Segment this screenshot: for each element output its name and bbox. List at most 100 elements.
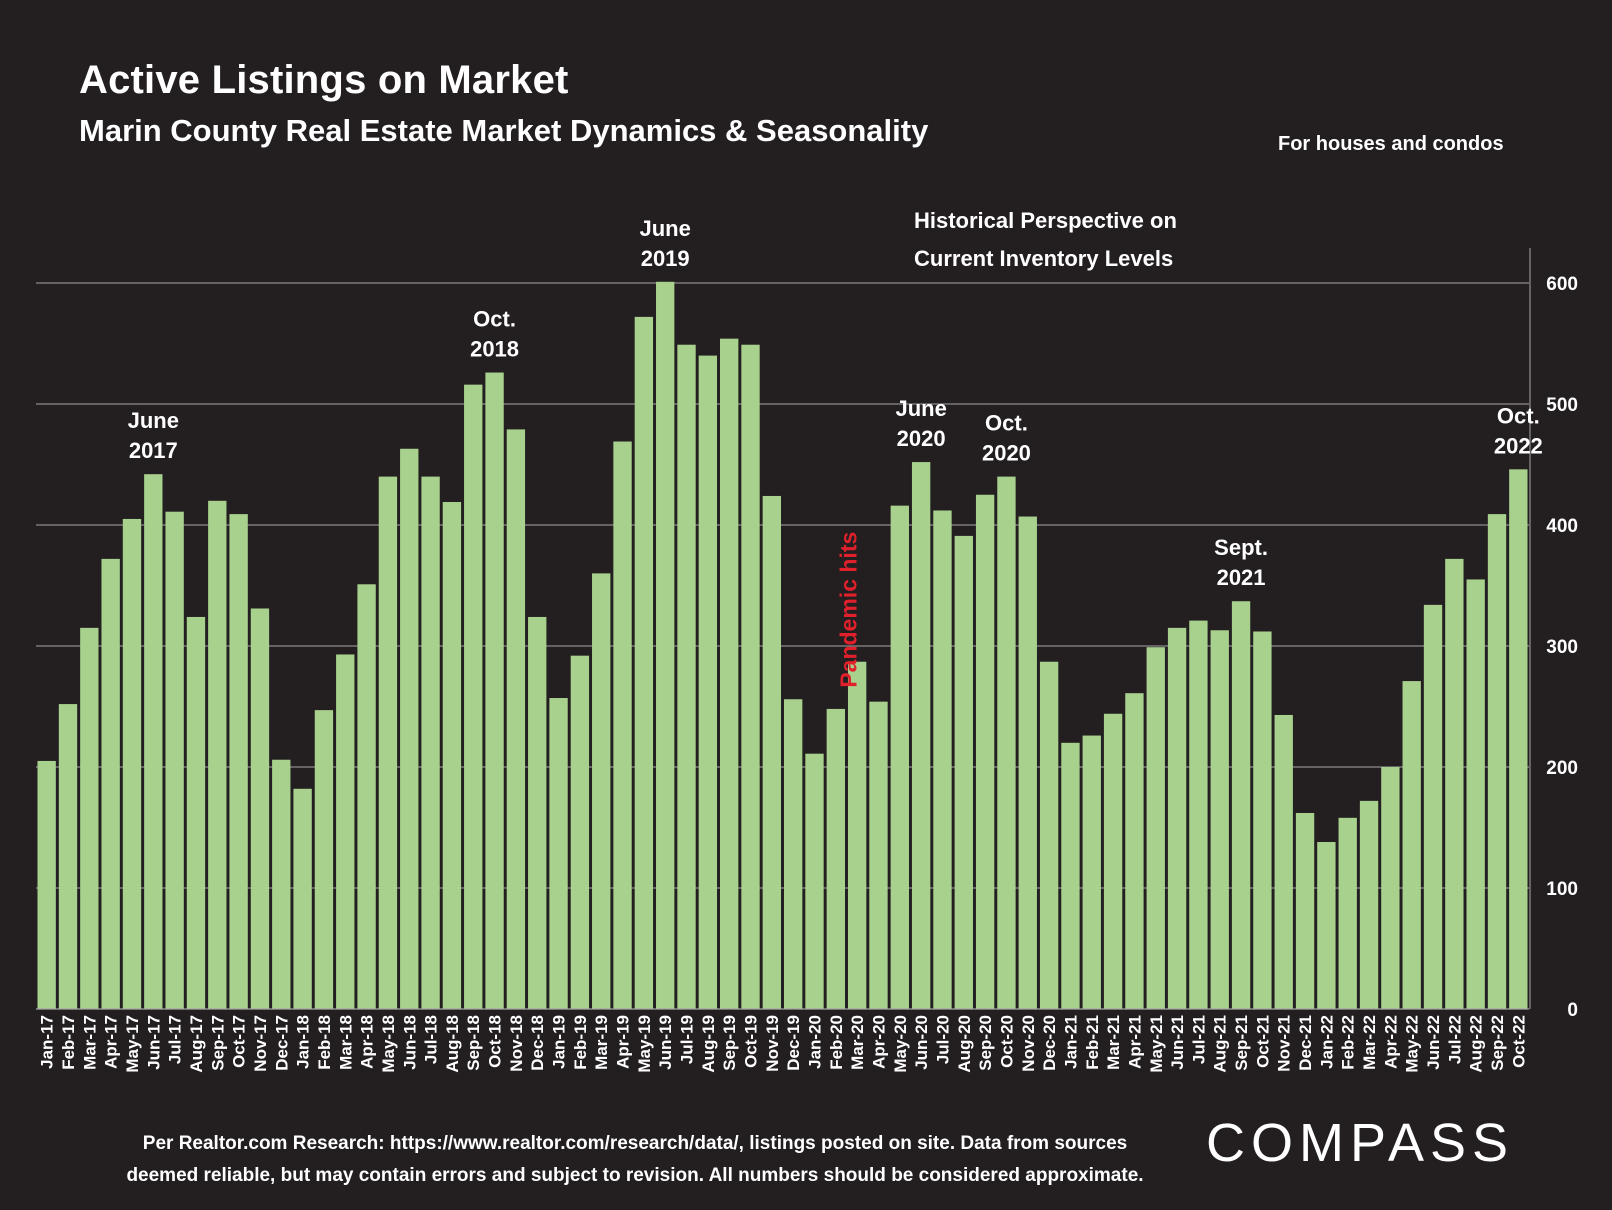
peak-annotation: Oct. (473, 307, 516, 332)
x-tick-label: Dec-21 (1296, 1015, 1315, 1071)
y-tick-label: 400 (1546, 516, 1578, 537)
x-tick-label: Jun-19 (656, 1015, 675, 1070)
bar (656, 281, 675, 1009)
bar (80, 627, 99, 1009)
peak-annotation: 2020 (982, 441, 1031, 466)
x-tick-label: Apr-22 (1381, 1015, 1400, 1069)
bar (1338, 817, 1357, 1009)
x-tick-label: May-18 (379, 1015, 398, 1073)
source-note: Per Realtor.com Research: https://www.re… (80, 1128, 1190, 1192)
peak-annotation: June (895, 396, 946, 421)
x-tick-label: Jun-20 (912, 1015, 931, 1070)
bar (847, 661, 867, 1009)
bar (1317, 842, 1336, 1009)
bar (378, 476, 398, 1010)
bar (762, 495, 782, 1010)
bar (58, 704, 78, 1009)
bar (677, 344, 696, 1010)
x-tick-label: Aug-21 (1211, 1015, 1230, 1073)
y-tick-label: 500 (1546, 395, 1578, 416)
x-tick-label: Apr-18 (358, 1015, 377, 1069)
x-tick-label: Feb-20 (827, 1015, 846, 1070)
x-tick-label: Sep-17 (208, 1015, 227, 1071)
bar (805, 753, 824, 1009)
x-tick-label: Sep-22 (1488, 1015, 1507, 1071)
bar (1061, 742, 1080, 1009)
bar (933, 510, 952, 1009)
x-tick-label: Dec-18 (528, 1015, 547, 1071)
bar (1082, 735, 1101, 1009)
x-tick-label: Feb-19 (571, 1015, 590, 1070)
x-tick-label: Nov-20 (1019, 1015, 1038, 1072)
bar (229, 514, 248, 1009)
x-tick-label: Sep-20 (976, 1015, 995, 1071)
bar (122, 518, 142, 1009)
x-tick-label: Sep-19 (720, 1015, 739, 1071)
x-tick-label: Oct-20 (997, 1015, 1016, 1068)
x-tick-label: May-20 (891, 1015, 910, 1073)
bar (613, 441, 632, 1009)
callout-text: Current Inventory Levels (914, 246, 1173, 271)
x-tick-label: Aug-18 (443, 1015, 462, 1073)
x-tick-label: Nov-19 (763, 1015, 782, 1072)
x-tick-label: Aug-22 (1467, 1015, 1486, 1073)
bar (37, 760, 56, 1009)
x-tick-label: Dec-20 (1040, 1015, 1059, 1071)
x-tick-label: Jan-21 (1061, 1015, 1080, 1069)
bar (570, 655, 590, 1009)
x-tick-label: Mar-21 (1104, 1015, 1123, 1070)
bar (101, 558, 120, 1009)
x-tick-label: Apr-21 (1125, 1015, 1144, 1069)
x-tick-label: Feb-21 (1083, 1015, 1102, 1070)
x-tick-label: Jan-19 (550, 1015, 569, 1069)
bar (186, 616, 206, 1009)
bar (1146, 647, 1165, 1009)
x-tick-label: Jun-21 (1168, 1015, 1187, 1070)
bar (293, 788, 312, 1009)
y-tick-label: 300 (1546, 637, 1578, 658)
bar (1295, 812, 1315, 1009)
x-tick-label: Jul-21 (1189, 1015, 1208, 1064)
compass-logo: COMPASS (1206, 1113, 1515, 1173)
x-tick-label: Nov-17 (251, 1015, 270, 1072)
bar (826, 708, 845, 1009)
peak-annotation: June (640, 216, 691, 241)
peak-annotation: Oct. (1497, 403, 1540, 428)
bar (314, 710, 334, 1009)
bar (1487, 514, 1507, 1009)
bar (1231, 601, 1251, 1009)
bar (1423, 604, 1443, 1009)
bar (272, 759, 291, 1009)
x-tick-label: Oct-19 (742, 1015, 761, 1068)
x-tick-label: Apr-19 (614, 1015, 633, 1069)
x-tick-label: Oct-21 (1253, 1015, 1272, 1068)
bar (869, 701, 888, 1009)
x-tick-label: Sep-21 (1232, 1015, 1251, 1071)
bar (1274, 714, 1293, 1009)
x-tick-label: Oct-17 (230, 1015, 249, 1068)
bar (1466, 579, 1485, 1009)
x-tick-label: Oct-18 (486, 1015, 505, 1068)
bar (1509, 469, 1528, 1010)
x-tick-label: Feb-18 (315, 1015, 334, 1070)
x-tick-label: May-17 (123, 1015, 142, 1073)
bar (954, 535, 973, 1009)
x-tick-label: Mar-22 (1360, 1015, 1379, 1070)
bar (1125, 693, 1144, 1009)
x-tick-label: Jul-18 (422, 1015, 441, 1064)
peak-annotation: Sept. (1214, 535, 1268, 560)
bar (1359, 800, 1379, 1009)
chart-note: For houses and condos (1278, 133, 1504, 155)
bar (1103, 713, 1123, 1009)
y-tick-label: 200 (1546, 758, 1578, 779)
bar (208, 500, 227, 1009)
bar (592, 573, 611, 1009)
x-tick-label: Jan-17 (38, 1015, 57, 1069)
bar (698, 355, 718, 1010)
x-tick-label: Mar-19 (592, 1015, 611, 1070)
bar (549, 698, 568, 1009)
bar (975, 494, 995, 1009)
x-tick-label: Nov-18 (507, 1015, 526, 1072)
x-tick-label: Mar-18 (336, 1015, 355, 1070)
